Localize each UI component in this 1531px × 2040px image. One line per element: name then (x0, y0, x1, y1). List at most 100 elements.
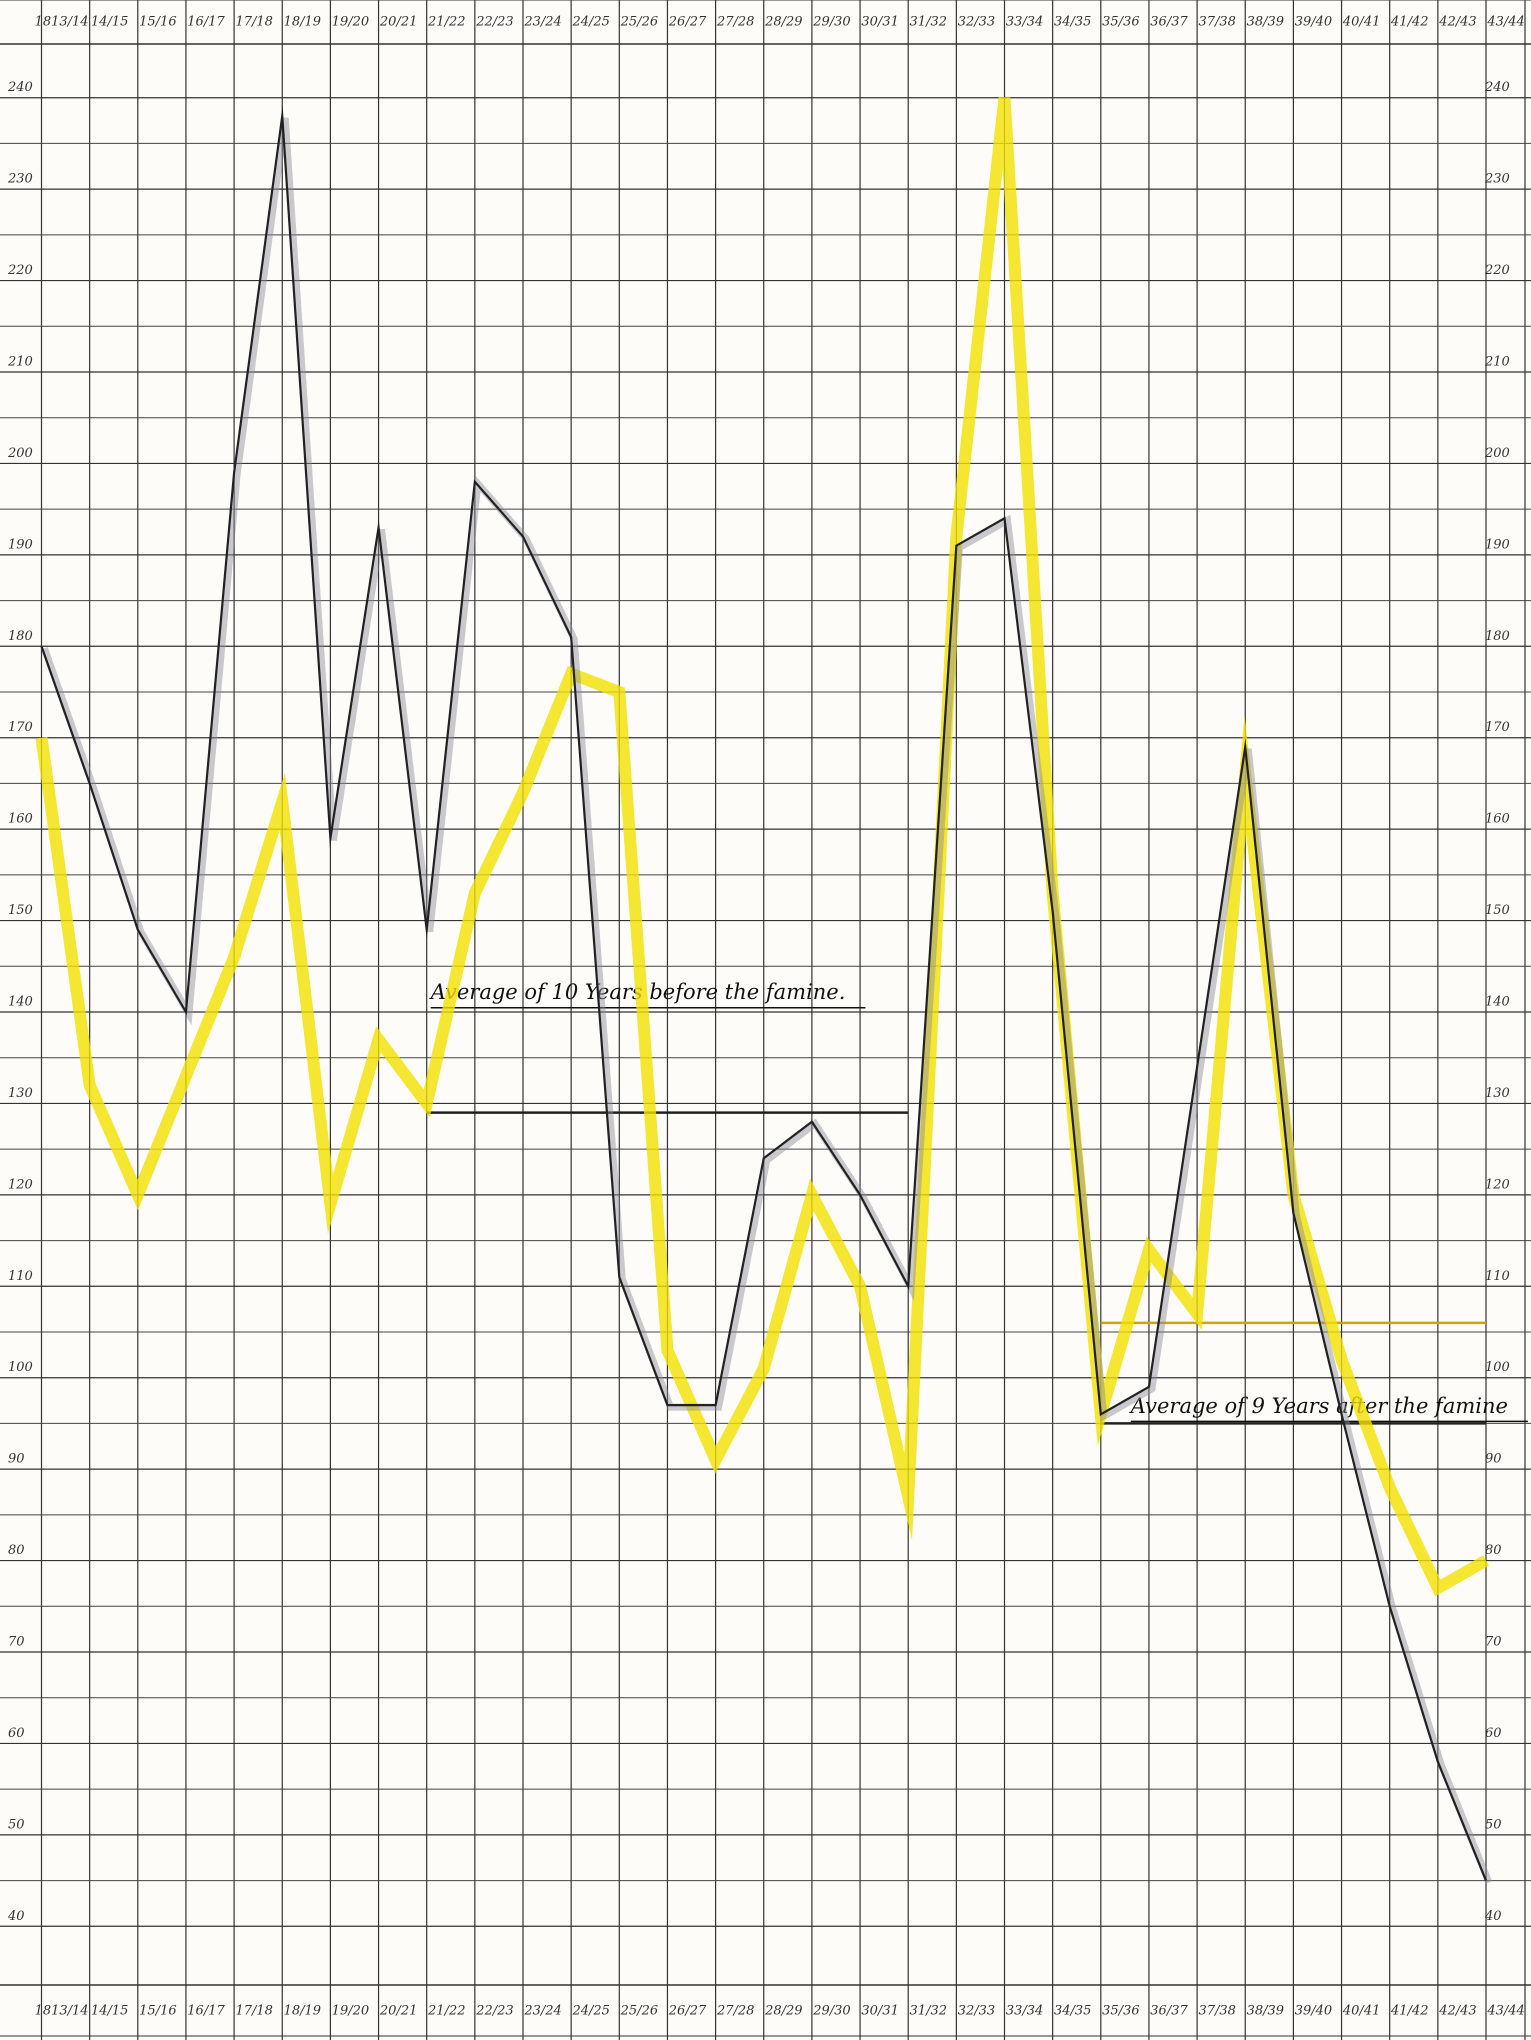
x-tick-label: 15/16 (139, 2004, 176, 2019)
x-tick-label-top: 19/20 (332, 15, 369, 30)
y-tick-label-right: 120 (1485, 1177, 1510, 1192)
x-tick-label: 29/30 (812, 2004, 850, 2019)
x-tick-label-top: 33/34 (1006, 15, 1043, 30)
y-tick-label-right: 190 (1485, 537, 1510, 552)
x-tick-label-top: 20/21 (379, 15, 417, 30)
y-tick-label-right: 230 (1484, 172, 1510, 187)
y-tick-label-right: 140 (1485, 995, 1510, 1010)
x-tick-label-top: 16/17 (187, 15, 225, 30)
x-tick-label: 42/43 (1438, 2004, 1476, 2019)
y-tick-label-right: 210 (1484, 355, 1510, 370)
x-tick-label: 30/31 (861, 2004, 898, 2019)
x-tick-label: 36/37 (1150, 2004, 1188, 2019)
x-tick-label-top: 34/35 (1054, 15, 1091, 30)
y-tick-label: 190 (8, 537, 33, 552)
x-tick-label: 32/33 (958, 2004, 995, 2019)
y-tick-label: 50 (8, 1817, 25, 1832)
x-tick-label: 34/35 (1054, 2004, 1091, 2019)
x-tick-label-top: 42/43 (1438, 15, 1476, 30)
x-tick-label: 37/38 (1198, 2004, 1235, 2019)
x-tick-label-top: 18/19 (284, 15, 321, 30)
y-tick-label-right: 60 (1485, 1726, 1502, 1741)
y-tick-label: 90 (8, 1452, 25, 1467)
x-tick-label: 1813/14 (35, 2004, 89, 2019)
x-tick-label-top: 32/33 (958, 15, 995, 30)
y-tick-label: 100 (8, 1360, 33, 1375)
x-tick-label: 16/17 (187, 2004, 225, 2019)
y-tick-label: 200 (7, 446, 33, 461)
data-line (40, 105, 1488, 1881)
x-tick-label-top: 27/28 (716, 15, 754, 30)
y-tick-label-right: 40 (1484, 1909, 1502, 1924)
y-tick-label: 40 (7, 1909, 25, 1924)
y-tick-label-right: 150 (1485, 903, 1510, 918)
x-tick-label-top: 26/27 (668, 15, 707, 30)
x-tick-label-top: 24/25 (571, 15, 609, 30)
x-tick-label: 35/36 (1102, 2004, 1139, 2019)
x-tick-label: 25/26 (620, 2004, 658, 2019)
y-tick-label: 230 (7, 172, 33, 187)
y-tick-label-right: 200 (1484, 446, 1510, 461)
x-tick-label-top: 35/36 (1102, 15, 1139, 30)
x-tick-label: 26/27 (668, 2004, 707, 2019)
y-tick-label-right: 180 (1485, 629, 1510, 644)
line-shadow (41, 117, 1493, 1884)
y-tick-label: 150 (8, 903, 33, 918)
y-tick-label-right: 240 (1484, 80, 1510, 95)
x-tick-label-top: 23/24 (523, 15, 561, 30)
y-tick-label: 180 (8, 629, 33, 644)
x-tick-label: 41/42 (1390, 2004, 1428, 2019)
y-tick-label: 60 (8, 1726, 25, 1741)
y-tick-label: 210 (7, 355, 33, 370)
y-tick-label: 170 (8, 720, 33, 735)
x-tick-label-top: 41/42 (1390, 15, 1428, 30)
x-tick-label-top: 14/15 (91, 15, 128, 30)
x-tick-label: 21/22 (427, 2004, 465, 2019)
x-tick-label-top: 28/29 (764, 15, 802, 30)
x-tick-label-top: 17/18 (235, 15, 272, 30)
y-tick-label: 160 (8, 812, 33, 827)
x-tick-label-top: 30/31 (861, 15, 898, 30)
x-tick-label: 23/24 (523, 2004, 561, 2019)
y-tick-label: 130 (8, 1086, 33, 1101)
x-tick-label: 19/20 (332, 2004, 369, 2019)
x-tick-label: 20/21 (379, 2004, 417, 2019)
x-tick-label-top: 38/39 (1247, 15, 1284, 30)
x-tick-label-top: 31/32 (910, 15, 947, 30)
x-tick-label: 27/28 (716, 2004, 754, 2019)
x-tick-label: 14/15 (91, 2004, 128, 2019)
x-tick-label-top: 29/30 (812, 15, 850, 30)
y-tick-label: 70 (8, 1635, 25, 1650)
data-line (35, 97, 1489, 1597)
y-tick-label-right: 110 (1485, 1269, 1510, 1284)
x-tick-label-top: 36/37 (1150, 15, 1188, 30)
y-tick-label: 120 (8, 1177, 33, 1192)
y-tick-label: 220 (7, 263, 33, 278)
x-tick-label: 22/23 (475, 2004, 513, 2019)
y-tick-label: 110 (8, 1269, 33, 1284)
x-tick-label-top: 39/40 (1295, 15, 1332, 30)
y-tick-label-right: 90 (1485, 1452, 1502, 1467)
x-tick-label: 38/39 (1247, 2004, 1284, 2019)
x-tick-label: 31/32 (910, 2004, 947, 2019)
x-tick-label-top: 43/44 (1486, 15, 1524, 30)
x-tick-label: 28/29 (764, 2004, 802, 2019)
x-tick-label: 43/44 (1486, 2004, 1524, 2019)
x-tick-label: 39/40 (1295, 2004, 1332, 2019)
y-tick-label-right: 160 (1485, 812, 1510, 827)
x-tick-label-top: 1813/14 (35, 15, 89, 30)
y-tick-label: 140 (8, 995, 33, 1010)
x-tick-label: 17/18 (235, 2004, 272, 2019)
x-tick-label-top: 37/38 (1198, 15, 1235, 30)
y-tick-label: 240 (7, 80, 33, 95)
x-tick-label-top: 15/16 (139, 15, 176, 30)
x-tick-label: 24/25 (571, 2004, 609, 2019)
x-tick-label-top: 21/22 (427, 15, 465, 30)
y-tick-label-right: 170 (1485, 720, 1510, 735)
y-tick-label-right: 100 (1485, 1360, 1510, 1375)
y-tick-label-right: 50 (1485, 1817, 1502, 1832)
x-tick-label: 18/19 (284, 2004, 321, 2019)
x-tick-label: 40/41 (1342, 2004, 1380, 2019)
